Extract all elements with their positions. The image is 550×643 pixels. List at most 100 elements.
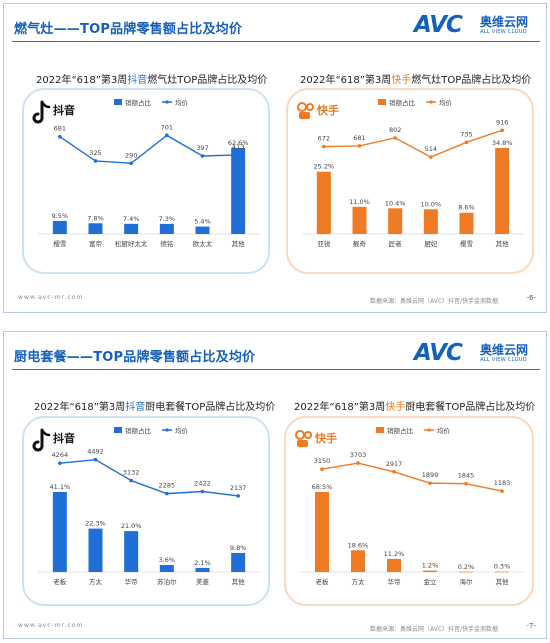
kuaishou-icon-body	[297, 440, 308, 447]
slide-gas-stove: 燃气灶——TOP品牌零售额占比及均价 AVC 奥维云网 ALL VIEW CLO…	[3, 3, 547, 313]
bar-share	[352, 206, 367, 234]
bar-share-label: 10.4%	[385, 199, 406, 207]
panel-title-pre: 2022年“618”第3周	[294, 402, 386, 413]
legend: 销额占比 均价	[114, 426, 189, 435]
bar-share	[52, 492, 67, 572]
price-point	[165, 133, 169, 138]
price-label: 290	[125, 151, 137, 159]
douyin-icon-tail	[40, 100, 51, 109]
bar-share-label: 11.2%	[384, 550, 405, 558]
bar-share-label: 62.6%	[228, 139, 249, 147]
bar-share	[88, 223, 103, 234]
price-point	[464, 140, 469, 145]
category-label: 华帝	[388, 577, 401, 586]
slide-title: 厨电套餐——TOP品牌零售额占比及均价	[14, 350, 256, 365]
panel-title-post: 厨电套餐TOP品牌占比及均价	[145, 402, 276, 413]
price-label: 4492	[87, 448, 104, 456]
category-label: 樱雪	[460, 239, 473, 248]
category-label: 其他	[496, 239, 510, 248]
bar-share	[195, 567, 210, 572]
bar-share	[124, 223, 139, 234]
avc-logo: AVC 奥维云网 ALL VIEW CLOUD	[414, 340, 536, 366]
price-label: 413	[232, 143, 244, 151]
slide-kitchen-set: 厨电套餐——TOP品牌零售额占比及均价 AVC 奥维云网 ALL VIEW CL…	[3, 331, 547, 639]
chart-kuaishou-kitchen-set: 快手 销额占比 均价 68.5% 老板 18.6% 方太 11.2% 华帝 1.2% 金立 0.2% 海…	[295, 426, 524, 586]
price-label: 325	[89, 149, 101, 157]
bar-share	[387, 558, 401, 572]
platform-badge: 抖音	[32, 428, 75, 452]
legend: 销额占比 均价	[376, 426, 451, 435]
price-point	[236, 494, 240, 498]
price-line	[321, 462, 503, 492]
panel-title-highlight: 快手	[385, 402, 406, 413]
bar-share-label: 5.4%	[194, 218, 211, 226]
category-label: 金立	[424, 577, 438, 586]
kuaishou-icon	[297, 102, 307, 112]
price-label: 1845	[458, 472, 475, 480]
legend-price-marker	[429, 100, 433, 104]
kuaishou-icon-small	[306, 103, 314, 111]
price-label: 3150	[314, 457, 331, 465]
price-label: 3703	[350, 451, 367, 459]
legend-share-label: 销额占比	[387, 426, 414, 435]
bar-share-label: 22.3%	[85, 520, 106, 528]
bar-share	[231, 148, 246, 234]
price-label: 701	[161, 123, 173, 131]
category-label: 方太	[352, 577, 366, 586]
category-label: 靓奇	[353, 239, 367, 248]
bar-share-label: 3.6%	[159, 556, 176, 564]
kuaishou-icon-small	[304, 431, 312, 439]
kuaishou-icon-body	[299, 112, 310, 119]
category-label: 德铭	[160, 239, 173, 248]
legend-share-label: 销额占比	[125, 98, 152, 107]
price-label: 1183	[494, 479, 511, 487]
price-label: 916	[496, 118, 508, 126]
price-label: 802	[389, 126, 401, 134]
category-label: 华帝	[125, 577, 138, 586]
price-point	[392, 470, 396, 474]
bar-share	[495, 571, 509, 573]
bar-share-label: 0.2%	[458, 563, 475, 571]
bar-share	[124, 531, 139, 572]
bar-share-label: 41.1%	[50, 483, 71, 491]
bar-share-label: 2.1%	[194, 559, 211, 567]
price-line	[323, 129, 503, 158]
platform-name: 快手	[314, 431, 337, 445]
price-label: 2422	[194, 480, 211, 488]
price-point	[129, 478, 133, 483]
logo-avc-text: AVC	[414, 12, 463, 38]
chart-kuaishou-gas-stove: 快手 销额占比 均价 25.2% 亚锐 11.0% 靓奇 10.4% 匠者 10.0% 厨妃 8.6%…	[297, 98, 524, 248]
category-label: 其他	[232, 239, 246, 248]
legend-price-marker	[165, 428, 169, 432]
bar-share-label: 34.8%	[492, 139, 513, 147]
panel-title-douyin: 2022年“618”第3周抖音燃气灶TOP品牌占比及均价	[36, 71, 267, 86]
category-label: 樱雪	[53, 239, 66, 248]
price-point	[356, 461, 360, 465]
douyin-icon-tail	[40, 428, 51, 437]
logo-en-text: ALL VIEW CLOUD	[480, 357, 527, 363]
platform-name: 快手	[316, 103, 339, 117]
price-point	[322, 144, 326, 149]
category-label: 苏泊尔	[157, 577, 177, 586]
bar-share-label: 21.0%	[121, 522, 142, 530]
price-label: 514	[425, 145, 437, 153]
footer-url: www.avc-mr.com	[18, 294, 84, 301]
price-point	[200, 489, 205, 494]
price-point	[236, 153, 240, 157]
bar-share-label: 18.6%	[348, 541, 369, 549]
price-point	[165, 491, 169, 496]
price-label: 1899	[422, 471, 439, 479]
bar-share-label: 68.5%	[312, 483, 333, 491]
panel-kuaishou	[284, 416, 534, 606]
douyin-icon	[32, 428, 44, 452]
price-label: 672	[318, 135, 330, 143]
legend-price-label: 均价	[437, 426, 451, 435]
page-number: -7-	[526, 622, 536, 630]
footer-source: 数据来源：奥维云网（AVC）抖音/快手监测数据	[370, 298, 499, 305]
platform-name: 抖音	[53, 431, 75, 445]
bar-share	[459, 571, 473, 573]
bar-share-label: 1.2%	[422, 562, 439, 570]
panel-title-post: 燃气灶TOP品牌占比及均价	[411, 75, 532, 86]
category-label: 厨妃	[424, 239, 438, 248]
page-number: -6-	[526, 294, 536, 302]
